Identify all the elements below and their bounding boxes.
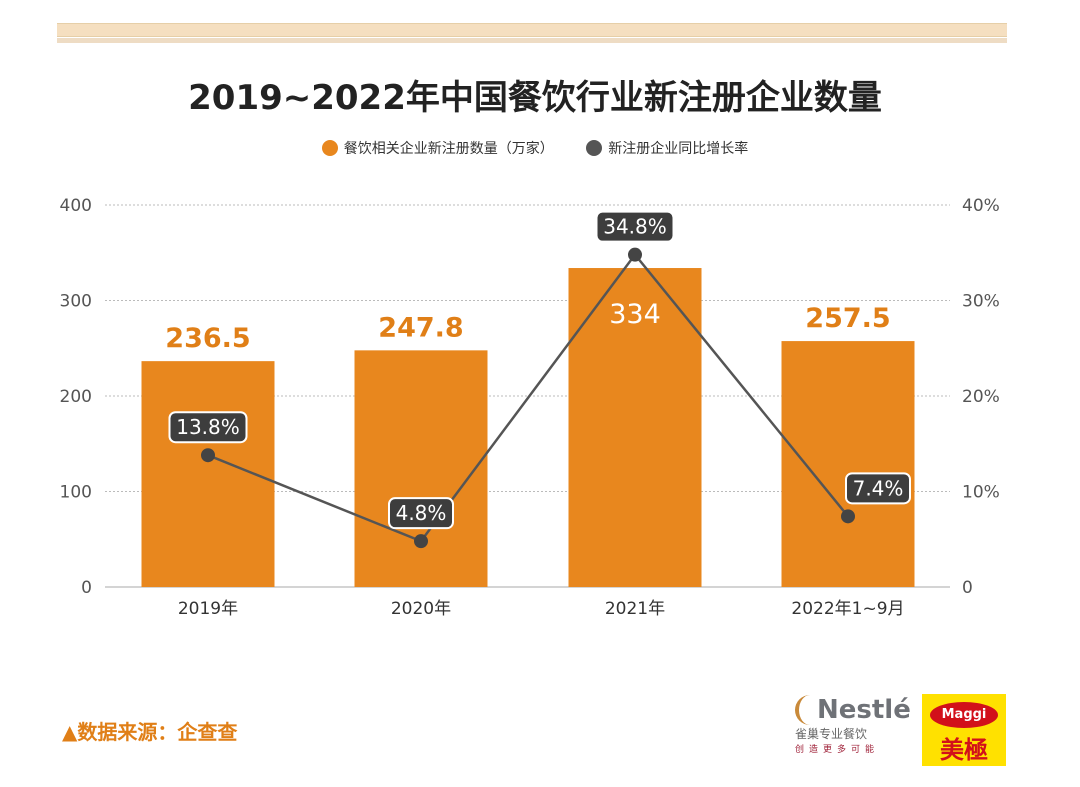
legend-label: 新注册企业同比增长率 — [608, 141, 749, 157]
legend-label: 餐饮相关企业新注册数量（万家） — [343, 141, 554, 157]
right-tick-label: 20% — [962, 387, 1000, 407]
bar — [568, 268, 702, 587]
header-band-thin — [57, 38, 1007, 43]
growth-point — [628, 247, 642, 262]
growth-point — [414, 534, 428, 549]
growth-label: 7.4% — [853, 476, 904, 500]
maggi-logo: Maggi 美極 — [922, 694, 1006, 766]
right-tick-label: 30% — [962, 292, 1000, 312]
x-tick-label: 2022年1~9月 — [791, 599, 904, 619]
growth-label-box — [595, 210, 675, 243]
left-tick-label: 100 — [60, 483, 92, 503]
x-tick-label: 2021年 — [605, 599, 665, 619]
growth-label-box — [168, 411, 248, 444]
growth-point — [201, 448, 215, 463]
bar-value-label: 257.5 — [805, 303, 890, 334]
bar-value-label: 334 — [609, 299, 661, 330]
right-tick-label: 40% — [962, 196, 1000, 216]
x-tick-label: 2019年 — [178, 599, 238, 619]
legend: 餐饮相关企业新注册数量（万家） 新注册企业同比增长率 — [0, 138, 1070, 160]
bar-value-label: 247.8 — [378, 312, 463, 343]
bar — [354, 350, 488, 587]
right-tick-label: 0 — [962, 578, 973, 598]
bar — [781, 341, 915, 587]
x-tick-label: 2020年 — [391, 599, 451, 619]
header-band — [57, 23, 1007, 37]
left-tick-label: 0 — [81, 578, 92, 598]
gray-dot-icon — [586, 140, 603, 156]
left-tick-label: 200 — [60, 387, 92, 407]
right-tick-label: 10% — [962, 483, 1000, 503]
growth-label: 13.8% — [176, 415, 240, 439]
nestle-logo: Nestlé 雀巢专业餐饮 创造更多可能 — [795, 695, 911, 755]
growth-label-box — [388, 497, 454, 530]
growth-point — [841, 509, 855, 524]
growth-label: 4.8% — [396, 501, 447, 525]
growth-label-box — [845, 472, 911, 505]
growth-line — [207, 252, 849, 543]
legend-item-line: 新注册企业同比增长率 — [586, 138, 748, 158]
data-source: ▲数据来源：企查查 — [62, 720, 238, 744]
growth-label: 34.8% — [603, 215, 667, 239]
left-tick-label: 300 — [60, 292, 92, 312]
legend-item-bar: 餐饮相关企业新注册数量（万家） — [321, 138, 554, 158]
orange-dot-icon — [321, 140, 338, 156]
left-tick-label: 400 — [60, 196, 92, 216]
bar-value-label: 236.5 — [165, 323, 250, 354]
chart-title: 2019~2022年中国餐饮行业新注册企业数量 — [188, 78, 882, 118]
